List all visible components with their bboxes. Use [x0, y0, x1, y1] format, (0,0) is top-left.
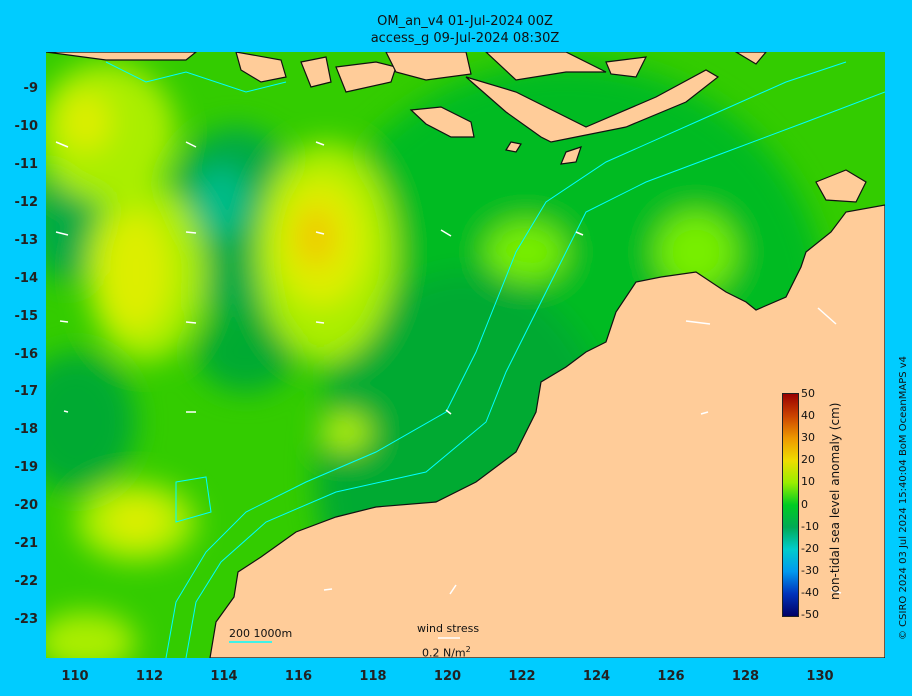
lat-tick-label: -20 — [14, 498, 39, 514]
wind-legend-label: wind stress — [417, 622, 480, 635]
lat-tick-label: -12 — [14, 194, 39, 210]
wind-unit-text: 0.2 N/m — [422, 646, 466, 660]
bathymetry-contours — [105, 61, 885, 658]
legend-lines — [229, 637, 460, 643]
map-subtitle: access_g 09-Jul-2024 08:30Z — [370, 31, 560, 46]
lat-tick-label: -22 — [14, 574, 39, 590]
wind-legend-unit: 0.2 N/m2 — [422, 645, 471, 660]
colorbar-tick-label: 40 — [801, 409, 815, 423]
land — [46, 52, 885, 658]
colorbar-tick-label: -10 — [801, 519, 819, 533]
lat-tick-label: -9 — [23, 81, 38, 96]
lon-tick-label: 110 — [61, 669, 89, 684]
colorbar-tick-label: 0 — [801, 497, 808, 511]
lon-tick-label: 118 — [359, 669, 387, 684]
lon-tick-label: 120 — [433, 669, 462, 684]
colorbar-tick-label: -30 — [801, 563, 819, 577]
map-title: OM_an_v4 01-Jul-2024 00Z — [377, 14, 553, 29]
bathymetry-legend-label: 200 1000m — [229, 627, 293, 640]
colorbar-tick-label: -20 — [801, 541, 819, 555]
colorbar-tick-label: -50 — [801, 608, 819, 621]
lat-tick-label: -17 — [14, 384, 39, 400]
colorbar-label: non-tidal sea level anomaly (cm) — [828, 402, 842, 600]
copyright-text: © CSIRO 2024 03 Jul 2024 15:40:04 BoM Oc… — [898, 355, 909, 640]
lat-tick-label: -19 — [14, 460, 39, 476]
lat-tick-label: -10 — [14, 118, 39, 134]
lat-tick-label: -21 — [14, 536, 39, 552]
lon-tick-label: 124 — [582, 669, 611, 684]
lon-tick-label: 130 — [806, 669, 834, 684]
sea-level-anomaly-map — [46, 52, 885, 658]
lat-tick-label: -16 — [14, 346, 39, 362]
colorbar-tick-label: 10 — [801, 475, 815, 489]
colorbar-tick-label: 20 — [801, 453, 815, 467]
colorbar-tick-label: 30 — [801, 431, 815, 445]
lon-tick-label: 128 — [731, 669, 760, 684]
lon-tick-label: 122 — [508, 669, 536, 684]
lon-tick-label: 116 — [284, 669, 313, 684]
lat-tick-label: -11 — [14, 156, 39, 172]
lat-tick-label: -14 — [14, 270, 39, 286]
colorbar-tick-label: 50 — [801, 387, 815, 400]
lat-tick-label: -15 — [14, 308, 39, 324]
wind-unit-sup: 2 — [465, 645, 471, 654]
colorbar-tick-label: -40 — [801, 585, 819, 599]
lon-tick-label: 126 — [657, 669, 685, 684]
lon-tick-label: 112 — [135, 669, 164, 684]
wind-stress-vectors — [55, 141, 842, 595]
colorbar — [782, 393, 799, 617]
lat-tick-label: -13 — [14, 232, 39, 248]
lat-tick-label: -18 — [14, 422, 39, 438]
lat-tick-label: -23 — [14, 612, 39, 628]
lon-tick-label: 114 — [210, 669, 238, 684]
